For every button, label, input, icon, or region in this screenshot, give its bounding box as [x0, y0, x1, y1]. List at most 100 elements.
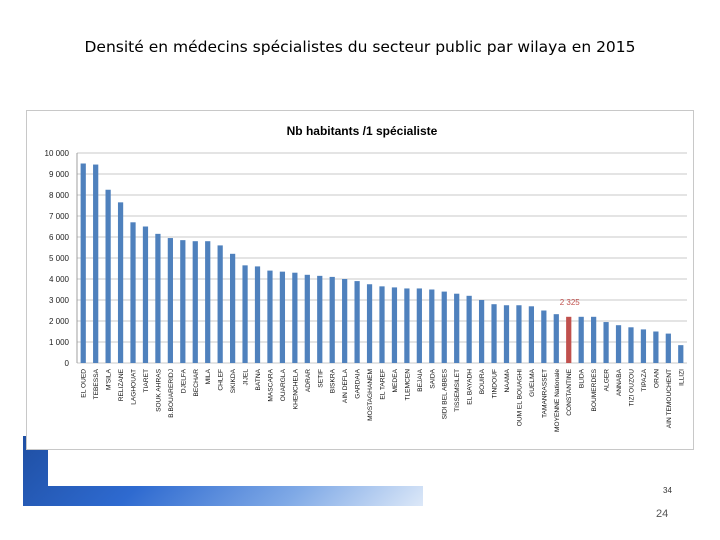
chart-frame: Nb habitants /1 spécialiste 0 1 000 2 000 3… — [26, 110, 694, 450]
x-tick-label: MOYENNE Nationale — [554, 369, 561, 432]
x-tick-label: OUARGLA — [280, 368, 287, 401]
x-tick-label: BLIDA — [579, 368, 586, 388]
bar — [454, 293, 460, 363]
x-tick-label: TLEMCEN — [404, 369, 411, 401]
chart: Nb habitants /1 spécialiste 0 1 000 2 000 3… — [45, 124, 687, 432]
x-tick-label: MASCARA — [267, 368, 274, 401]
x-tick-label: EL OUED — [81, 369, 88, 398]
y-tick-label: 4 000 — [49, 275, 70, 284]
annotations: 2 325 — [560, 298, 581, 307]
x-tick-label: DJELFA — [180, 368, 187, 393]
x-tick-label: SOUK AHRAS — [155, 368, 162, 411]
y-tick-label: 8 000 — [49, 191, 70, 200]
bar — [130, 222, 136, 363]
x-tick-label: AIN DEFLA — [342, 368, 349, 403]
x-tick-label: GUELMA — [529, 368, 536, 396]
decorative-white-band — [48, 448, 695, 486]
bar — [117, 202, 124, 363]
bar — [292, 272, 298, 363]
bar — [342, 279, 348, 363]
bar — [167, 238, 173, 363]
bar — [217, 245, 223, 363]
bar — [279, 271, 286, 363]
bar — [391, 287, 398, 363]
bar — [615, 325, 622, 363]
x-tick-label: TIZI OUZOU — [628, 369, 635, 407]
bar — [229, 253, 236, 363]
bar — [329, 276, 335, 363]
x-tick-label: TIARET — [143, 369, 150, 392]
y-tick-label: 9 000 — [49, 170, 70, 179]
x-tick-label: SKIKDA — [230, 368, 237, 393]
x-tick-label: SAIDA — [429, 368, 436, 388]
bar — [678, 345, 684, 363]
x-tick-label: BATNA — [255, 368, 262, 390]
chart-title: Nb habitants /1 spécialiste — [287, 124, 438, 138]
bar — [267, 270, 273, 363]
x-tick-label: B.BOUARERIDJ — [168, 369, 175, 418]
bar — [553, 314, 559, 363]
y-tick-label: 1 000 — [49, 338, 70, 347]
x-axis-labels: EL OUED TEBESSA M'SILA RELIZANE LAGHOUAT TIAR… — [81, 368, 686, 432]
bar — [640, 329, 647, 363]
bar — [578, 316, 584, 363]
x-tick-label: MILA — [205, 368, 212, 384]
x-tick-label: CONSTANTINE — [566, 368, 573, 415]
bar — [379, 286, 385, 363]
y-tick-label: 3 000 — [49, 296, 70, 305]
x-tick-label: LAGHOUAT — [131, 369, 138, 405]
bar — [142, 226, 149, 363]
data-label: 2 325 — [560, 298, 581, 307]
slide-panel: Nb habitants /1 spécialiste 0 1 000 2 000 3… — [23, 108, 695, 506]
bar — [404, 288, 410, 363]
bar — [416, 288, 422, 363]
x-tick-label: ILLIZI — [678, 369, 685, 386]
bar — [478, 300, 485, 363]
bar — [105, 189, 111, 363]
x-tick-label: SIDI BEL ABBES — [442, 368, 449, 419]
bar — [566, 316, 572, 363]
x-tick-label: M'SILA — [106, 368, 113, 390]
y-tick-label: 0 — [65, 359, 70, 368]
y-tick-label: 7 000 — [49, 212, 70, 221]
x-tick-label: JIJEL — [243, 369, 250, 386]
x-tick-label: TEBESSA — [93, 368, 100, 399]
bar — [541, 310, 547, 363]
bars — [80, 163, 684, 363]
x-tick-label: OUM EL BOUAGHI — [516, 369, 523, 426]
x-tick-label: BEJAIA — [417, 368, 424, 391]
x-tick-label: TISSEMSILET — [454, 369, 461, 412]
x-tick-label: TIPAZA — [641, 368, 648, 391]
y-axis-ticks: 0 1 000 2 000 3 000 4 000 5 000 6 000 7 000 8 00… — [45, 149, 70, 368]
x-tick-label: CHLEF — [218, 369, 225, 391]
x-tick-label: MEDEA — [392, 368, 399, 392]
bar — [591, 316, 597, 363]
bar — [304, 274, 310, 363]
bar — [491, 304, 497, 363]
y-tick-label: 10 000 — [45, 149, 70, 158]
x-tick-label: BECHAR — [193, 369, 200, 397]
page-title: Densité en médecins spécialistes du sect… — [84, 38, 636, 56]
bar — [205, 241, 211, 363]
x-tick-label: EL TAREF — [380, 369, 387, 400]
bar — [503, 305, 510, 363]
x-tick-label: BOUIRA — [479, 368, 486, 394]
x-tick-label: EL BAYADH — [467, 369, 474, 405]
bar — [516, 305, 522, 363]
x-tick-label: BOUMERDES — [591, 368, 598, 411]
x-tick-label: GARDAIA — [355, 368, 362, 398]
bar — [155, 233, 161, 363]
x-tick-label: MOSTAGHANEM — [367, 369, 374, 421]
bar — [354, 281, 360, 363]
x-tick-label: ALGER — [604, 369, 611, 392]
x-tick-label: RELIZANE — [118, 368, 125, 401]
bar — [192, 241, 198, 363]
x-tick-label: SETIF — [317, 369, 324, 388]
slide-number: 24 — [656, 508, 669, 520]
y-tick-label: 6 000 — [49, 233, 70, 242]
bar — [93, 164, 99, 363]
x-tick-label: ADRAR — [305, 369, 312, 392]
x-tick-label: TINDOUF — [492, 369, 499, 398]
bar — [80, 163, 86, 363]
bar — [366, 284, 373, 363]
